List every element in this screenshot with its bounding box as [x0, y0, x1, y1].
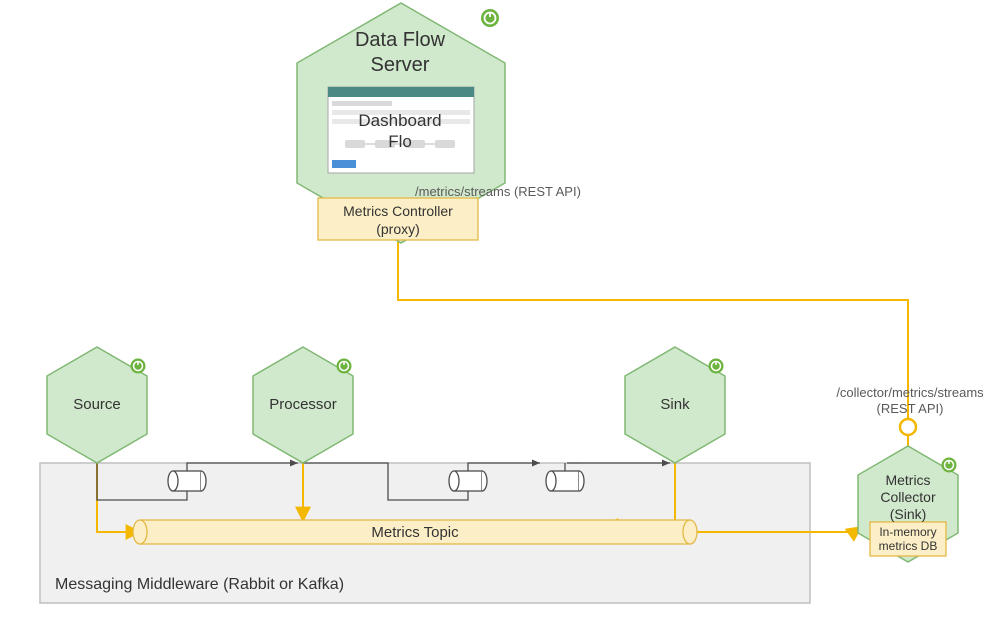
- queue-2: [449, 471, 487, 491]
- queue-3: [546, 471, 584, 491]
- spring-icon: [337, 359, 352, 374]
- dashboard-screenshot: [328, 87, 474, 173]
- metrics-controller-box: [318, 198, 478, 240]
- spring-icon: [131, 359, 146, 374]
- queue-1: [168, 471, 206, 491]
- api-port-collector: [900, 419, 916, 435]
- spring-icon: [942, 458, 957, 473]
- metrics-topic: [133, 520, 697, 544]
- spring-icon: [709, 359, 724, 374]
- spring-icon: [481, 9, 499, 27]
- inmemory-db-box: [870, 522, 946, 556]
